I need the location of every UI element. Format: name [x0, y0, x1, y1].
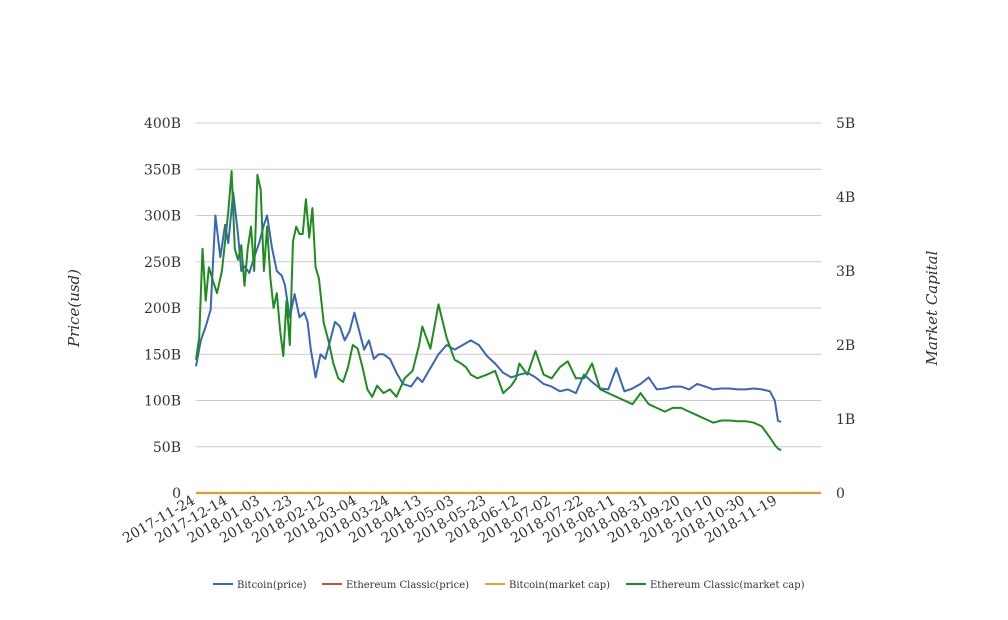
y2-tick-label: 0	[836, 486, 845, 502]
legend: Bitcoin(price) Ethereum Classic(price) Bit…	[213, 580, 805, 591]
y-tick-label: 150B	[144, 347, 181, 363]
series-line-0	[195, 191, 782, 423]
y-tick-label: 400B	[144, 116, 181, 132]
legend-label: Ethereum Classic(price)	[346, 580, 469, 591]
y-tick-label: 100B	[144, 394, 181, 410]
y-tick-label: 250B	[144, 255, 181, 271]
y2-tick-label: 1B	[836, 412, 855, 428]
left-axis-title: Price(usd)	[65, 269, 83, 348]
right-axis-title: Market Capital	[923, 250, 941, 366]
y2-tick-label: 5B	[836, 116, 855, 132]
y-tick-label: 0	[172, 486, 181, 502]
gridlines	[196, 122, 821, 494]
series-line-3	[195, 170, 782, 452]
y-tick-label: 350B	[144, 162, 181, 178]
x-axis-ticks: 2017-11-242017-12-142018-01-032018-01-23…	[120, 493, 780, 547]
y-tick-label: 300B	[144, 209, 181, 225]
legend-label: Bitcoin(market cap)	[509, 580, 610, 591]
y2-tick-label: 2B	[836, 338, 855, 354]
left-axis-ticks: 0 50B 100B 150B 200B 250B 300B 350B 400B	[144, 116, 181, 502]
right-axis-ticks: 0 1B 2B 3B 4B 5B	[836, 116, 855, 502]
series-lines	[195, 170, 821, 494]
y2-tick-label: 4B	[836, 190, 855, 206]
y-tick-label: 50B	[153, 440, 181, 456]
legend-label: Ethereum Classic(market cap)	[650, 580, 805, 591]
y-tick-label: 200B	[144, 301, 181, 317]
legend-label: Bitcoin(price)	[237, 580, 307, 591]
y2-tick-label: 3B	[836, 264, 855, 280]
